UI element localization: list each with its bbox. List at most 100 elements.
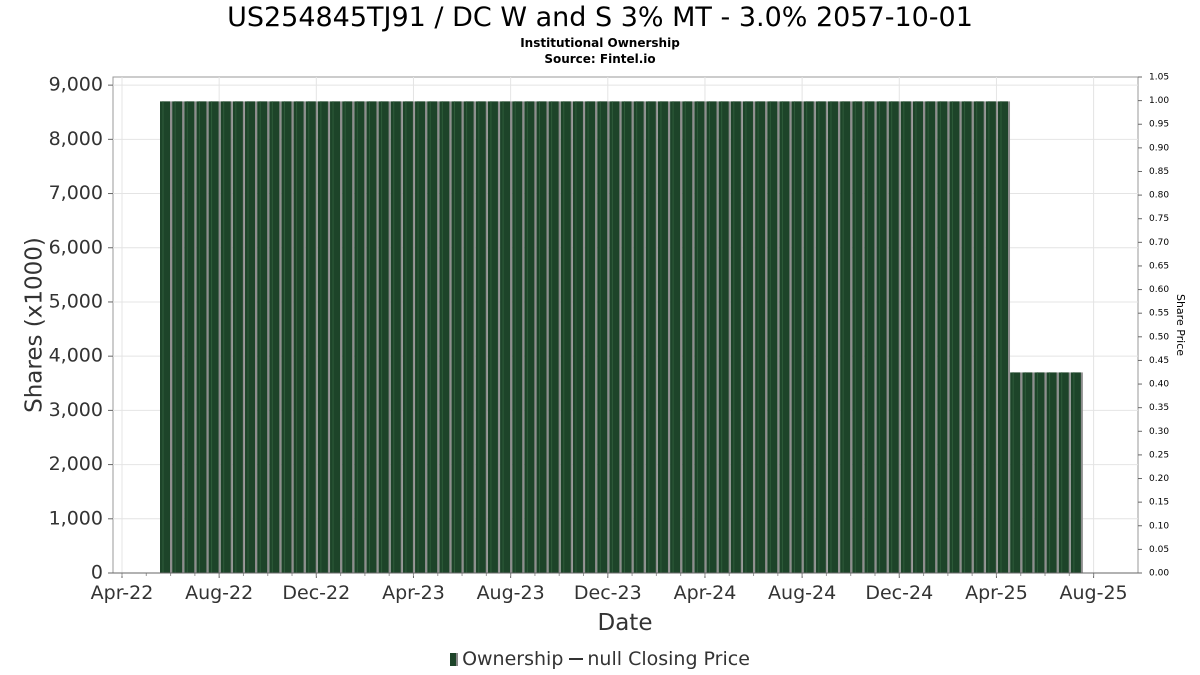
legend-ownership-label: Ownership [462, 648, 564, 670]
ownership-bar [791, 101, 802, 574]
y2-tick-label: 0.85 [1149, 167, 1169, 177]
ownership-bar [232, 101, 243, 574]
y-tick-label: 6,000 [49, 236, 103, 258]
ownership-bar [330, 101, 341, 574]
ownership-bar [621, 101, 632, 574]
ownership-bar [937, 101, 948, 574]
ownership-bar [1010, 372, 1021, 573]
ownership-bar [536, 101, 547, 574]
y2-tick-label: 0.70 [1149, 238, 1169, 248]
ownership-bar [560, 101, 571, 574]
legend-price-label: null Closing Price [587, 648, 750, 670]
ownership-bar [281, 101, 292, 574]
ownership-bar [767, 101, 778, 574]
ownership-bar [390, 101, 401, 574]
x-tick-label: Apr-23 [382, 582, 445, 604]
y2-tick-label: 0.20 [1149, 474, 1169, 484]
ownership-bar [439, 101, 450, 574]
ownership-bar [317, 101, 328, 574]
ownership-bar [1022, 372, 1033, 573]
x-tick-label: Aug-24 [768, 582, 836, 604]
y2-tick-label: 0.25 [1149, 450, 1169, 460]
x-axis-title: Date [598, 610, 653, 636]
y2-tick-label: 0.15 [1149, 498, 1169, 508]
y2-tick-label: 0.75 [1149, 214, 1169, 224]
ownership-bar [998, 101, 1009, 574]
y2-tick-label: 0.40 [1149, 380, 1169, 390]
y2-tick-label: 0.90 [1149, 143, 1169, 153]
ownership-bar [900, 101, 911, 574]
ownership-bar [645, 101, 656, 574]
chart-title: US254845TJ91 / DC W and S 3% MT - 3.0% 2… [227, 2, 973, 33]
y2-tick-label: 0.10 [1149, 521, 1169, 531]
y2-tick-label: 0.35 [1149, 403, 1169, 413]
ownership-bar [1046, 372, 1057, 573]
ownership-bar [949, 101, 960, 574]
x-tick-label: Dec-24 [865, 582, 933, 604]
y-tick-label: 7,000 [49, 182, 103, 204]
ownership-bar [585, 101, 596, 574]
ownership-bar [852, 101, 863, 574]
y-tick-label: 8,000 [49, 128, 103, 150]
ownership-bar [682, 101, 693, 574]
ownership-bar [160, 101, 170, 574]
ownership-bar [293, 101, 304, 574]
ownership-bar [366, 101, 377, 574]
ownership-bar [1058, 372, 1069, 573]
x-tick-label: Aug-25 [1060, 582, 1128, 604]
ownership-bar [718, 101, 729, 574]
ownership-bar [305, 101, 316, 574]
y2-tick-label: 0.60 [1149, 285, 1169, 295]
ownership-bar [670, 101, 681, 574]
y2-tick-label: 1.00 [1149, 96, 1169, 106]
ownership-bar [354, 101, 365, 574]
x-tick-label: Apr-25 [965, 582, 1028, 604]
ownership-bar [257, 101, 268, 574]
y2-tick-label: 0.80 [1149, 191, 1169, 201]
ownership-bar [742, 101, 753, 574]
ownership-bar [487, 101, 498, 574]
ownership-bar [415, 101, 426, 574]
ownership-bar [730, 101, 741, 574]
chart-subtitle: Institutional Ownership [520, 36, 680, 50]
ownership-bar [451, 101, 462, 574]
ownership-bar [925, 101, 936, 574]
y2-tick-label: 0.05 [1149, 545, 1169, 555]
ownership-bar [973, 101, 984, 574]
ownership-bar [912, 101, 923, 574]
x-tick-label: Aug-22 [185, 582, 253, 604]
ownership-bar [803, 101, 814, 574]
ownership-bar [548, 101, 559, 574]
ownership-bar [475, 101, 486, 574]
y2-tick-label: 0.45 [1149, 356, 1169, 366]
ownership-bar [427, 101, 438, 574]
ownership-bar [402, 101, 413, 574]
y-tick-label: 2,000 [49, 453, 103, 475]
x-axis-ticks: Apr-22 Aug-22 Dec-22 Apr-23 Aug-23 Dec-23 Apr-… [91, 573, 1128, 604]
ownership-bar [1070, 372, 1081, 573]
legend: Ownership null Closing Price [0, 647, 1200, 671]
ownership-bar [342, 101, 353, 574]
ownership-bar [378, 101, 389, 574]
ownership-bar [1034, 372, 1045, 573]
ownership-bar [524, 101, 535, 574]
bars-group [160, 101, 1083, 574]
y-tick-label: 3,000 [49, 399, 103, 421]
ownership-bar [196, 101, 207, 574]
ownership-bar [827, 101, 838, 574]
x-tick-label: Apr-22 [91, 582, 154, 604]
y2-tick-label: 0.30 [1149, 427, 1169, 437]
y-tick-label: 1,000 [49, 507, 103, 529]
y2-tick-label: 0.55 [1149, 309, 1169, 319]
y2-tick-label: 0.65 [1149, 261, 1169, 271]
ownership-bar [597, 101, 608, 574]
y-axis-title: Shares (x1000) [22, 237, 48, 413]
ownership-bar [985, 101, 996, 574]
chart-source: Source: Fintel.io [544, 52, 656, 66]
ownership-bar [220, 101, 231, 574]
y2-tick-label: 0.95 [1149, 120, 1169, 130]
x-tick-label: Dec-23 [574, 582, 642, 604]
x-tick-label: Apr-24 [674, 582, 737, 604]
ownership-bar [755, 101, 766, 574]
